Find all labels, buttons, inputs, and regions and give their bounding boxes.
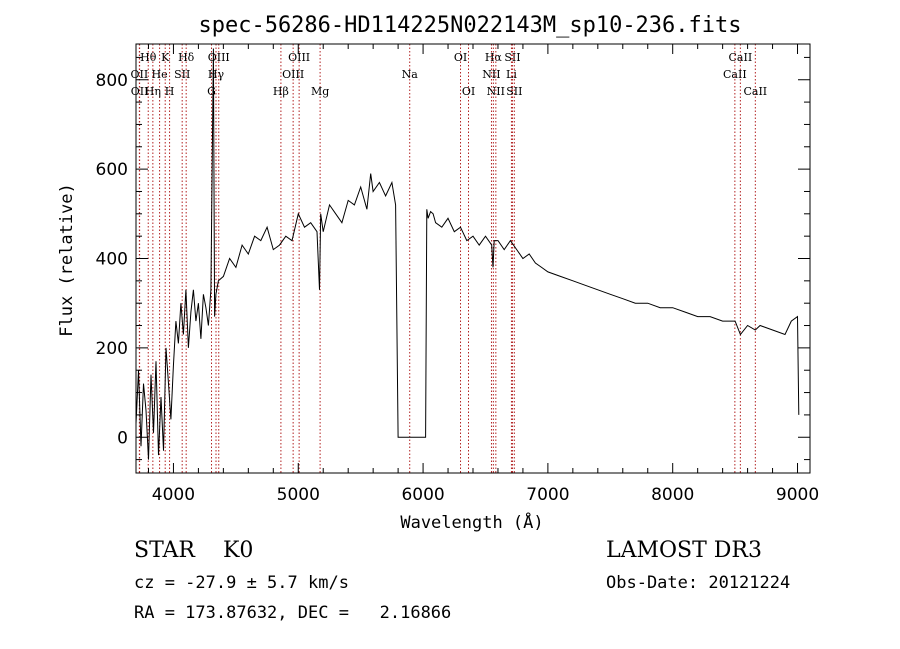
line-label-11: G <box>207 85 216 98</box>
line-label-2: Hθ <box>140 51 157 64</box>
line-label-19: Hα <box>485 51 503 64</box>
y-tick-label-2: 400 <box>96 250 128 270</box>
x-axis-label: Wavelength (Å) <box>400 511 543 533</box>
x-tick-label-5: 9000 <box>776 485 819 505</box>
line-label-23: Li <box>506 68 517 81</box>
line-label-16: Na <box>402 68 419 81</box>
line-label-12: Hβ <box>273 85 289 98</box>
line-label-13: OIII <box>288 51 310 64</box>
line-label-6: SII <box>174 68 190 81</box>
star-classification: STAR K0 <box>134 538 254 563</box>
data-release: LAMOST DR3 <box>606 538 762 563</box>
x-tick-label-1: 5000 <box>277 485 320 505</box>
y-tick-label-0: 0 <box>117 428 128 448</box>
line-label-15: Mg <box>311 85 329 98</box>
x-tick-label-0: 4000 <box>152 485 195 505</box>
x-tick-label-3: 7000 <box>526 485 569 505</box>
spectrum-line <box>135 48 800 460</box>
line-label-4: Hη <box>145 85 161 98</box>
redshift-velocity: cz = -27.9 ± 5.7 km/s <box>134 573 349 593</box>
plot-frame <box>135 43 811 474</box>
y-axis-label: Flux (relative) <box>57 183 77 337</box>
line-label-5: K <box>161 51 170 64</box>
line-label-22: SII <box>504 51 520 64</box>
line-label-24: SII <box>506 85 522 98</box>
x-tick-label-2: 6000 <box>401 485 444 505</box>
line-label-17: OI <box>454 51 467 64</box>
line-label-10: Hγ <box>208 68 225 81</box>
line-label-18: OI <box>462 85 475 98</box>
y-tick-label-3: 600 <box>96 160 128 180</box>
spectrum-series <box>135 48 800 460</box>
line-label-14: OIII <box>282 68 304 81</box>
line-label-21: NII <box>487 85 505 98</box>
line-label-27: CaII <box>743 85 767 98</box>
axis-ticks: 4000 5000 6000 7000 8000 9000 0 200 400 600 800 <box>96 44 819 505</box>
line-label-8: Hδ <box>178 51 195 64</box>
observation-date: Obs-Date: 20121224 <box>606 573 791 593</box>
line-label-26: CaII <box>723 68 747 81</box>
chart-title: spec-56286-HD114225N022143M_sp10-236.fit… <box>198 13 741 38</box>
y-tick-label-1: 200 <box>96 339 128 359</box>
x-tick-label-4: 8000 <box>651 485 694 505</box>
line-label-1: OII <box>131 85 149 98</box>
line-label-20: NII <box>482 68 500 81</box>
y-tick-label-4: 800 <box>96 71 128 91</box>
coordinates: RA = 173.87632, DEC = 2.16866 <box>134 603 452 623</box>
line-label-25: CaII <box>729 51 753 64</box>
line-label-7: H <box>165 85 175 98</box>
line-label-3: He <box>152 68 168 81</box>
line-label-0: OII <box>131 68 149 81</box>
